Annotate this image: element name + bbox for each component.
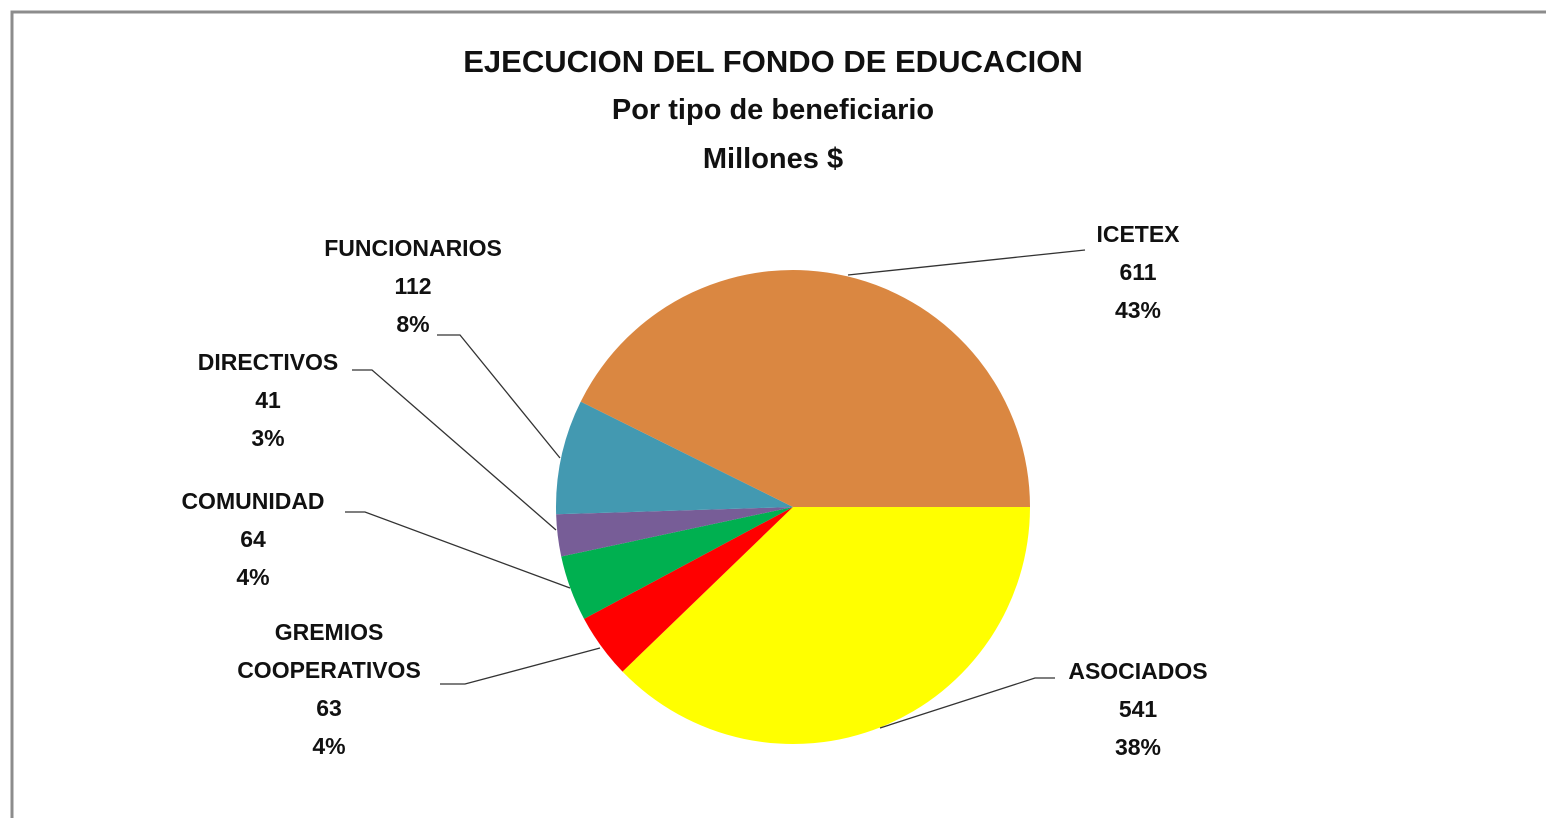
label-value: 541 bbox=[1118, 696, 1158, 722]
label-category: ICETEX bbox=[1096, 221, 1180, 247]
label-value: 41 bbox=[255, 387, 281, 413]
label-category: ASOCIADOS bbox=[1068, 658, 1208, 684]
label-category: FUNCIONARIOS bbox=[324, 235, 502, 261]
pie-slice bbox=[580, 270, 1030, 507]
leader-line bbox=[879, 677, 1055, 729]
label-category: GREMIOS COOPERATIVOS bbox=[237, 619, 421, 683]
data-label: GREMIOS COOPERATIVOS 63 4% bbox=[209, 613, 449, 765]
frame bbox=[10, 10, 1546, 818]
chart-subtitle: Millones $ bbox=[702, 143, 844, 175]
label-percent: 38% bbox=[1114, 734, 1162, 760]
label-percent: 43% bbox=[1114, 297, 1162, 323]
leader-line bbox=[847, 249, 1086, 276]
data-label: COMUNIDAD 64 4% bbox=[123, 482, 383, 596]
label-value: 63 bbox=[316, 695, 342, 721]
data-label: FUNCIONARIOS 112 8% bbox=[283, 229, 543, 343]
leader-line bbox=[345, 511, 571, 589]
label-percent: 4% bbox=[312, 733, 346, 759]
label-percent: 4% bbox=[236, 564, 270, 590]
pie-slice bbox=[622, 507, 1030, 744]
leader-line bbox=[440, 647, 601, 685]
data-label: DIRECTIVOS 41 3% bbox=[138, 343, 398, 457]
leader-line bbox=[352, 369, 557, 531]
label-category: COMUNIDAD bbox=[181, 488, 325, 514]
data-label: ICETEX 611 43% bbox=[1008, 215, 1268, 329]
label-percent: 8% bbox=[396, 311, 430, 337]
label-value: 64 bbox=[240, 526, 266, 552]
label-value: 611 bbox=[1119, 259, 1157, 285]
label-value: 112 bbox=[394, 273, 432, 299]
leader-line bbox=[437, 334, 561, 459]
label-percent: 3% bbox=[251, 425, 285, 451]
pie-slice bbox=[556, 507, 793, 557]
pie-slice bbox=[556, 401, 793, 515]
label-category: DIRECTIVOS bbox=[197, 349, 339, 375]
pie-slice bbox=[561, 507, 793, 619]
chart-title: EJECUCION DEL FONDO DE EDUCACION bbox=[463, 44, 1083, 79]
data-label: ASOCIADOS 541 38% bbox=[1008, 652, 1268, 766]
pie-slice bbox=[584, 507, 793, 672]
chart-subtitle: Por tipo de beneficiario bbox=[611, 94, 935, 126]
